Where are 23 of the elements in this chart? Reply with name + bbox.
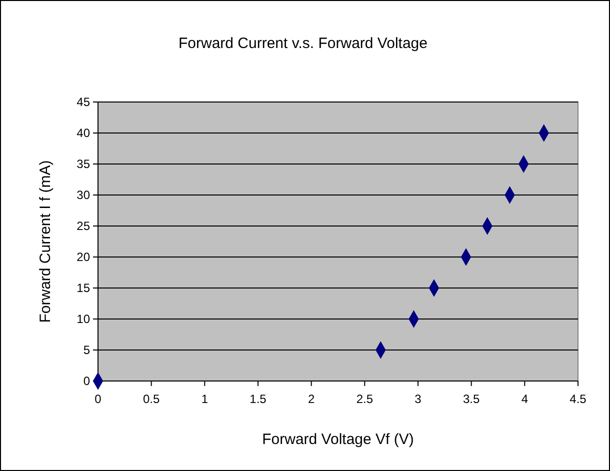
y-tick-label: 15: [76, 281, 90, 296]
x-tick-label: 0.5: [142, 392, 160, 406]
x-tick-label: 0: [94, 392, 102, 406]
x-tick-label: 3: [414, 392, 422, 406]
y-tick-label: 40: [76, 126, 90, 140]
y-tick-label: 30: [76, 188, 90, 202]
y-tick-label: 0: [83, 374, 90, 388]
x-axis-title: Forward Voltage Vf (V): [262, 431, 414, 448]
y-tick-label: 35: [76, 157, 90, 172]
y-tick-label: 45: [76, 95, 90, 110]
x-tick-label: 1.5: [250, 392, 267, 406]
x-tick-label: 1: [201, 392, 208, 406]
x-tick-label: 2: [308, 392, 315, 406]
x-tick-label: 4.5: [570, 392, 587, 406]
x-tick-label: 4: [521, 392, 528, 406]
y-tick-label: 20: [76, 250, 90, 264]
y-tick-label: 5: [83, 343, 90, 358]
chart-title: Forward Current v.s. Forward Voltage: [178, 35, 428, 52]
x-tick-label: 2.5: [356, 392, 374, 406]
y-axis-title: Forward Current I f (mA): [37, 160, 54, 323]
x-tick-label: 3.5: [462, 392, 480, 406]
y-tick-label: 10: [76, 312, 90, 326]
y-tick-label: 25: [76, 219, 90, 234]
